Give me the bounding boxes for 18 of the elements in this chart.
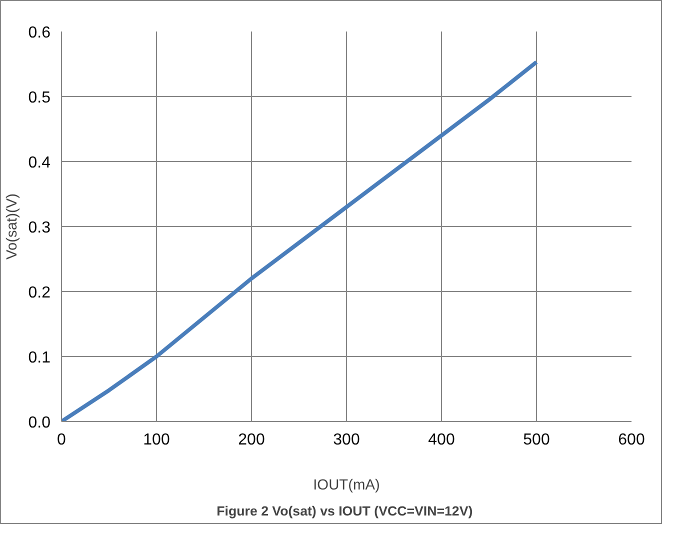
x-axis-title: IOUT(mA) xyxy=(313,478,380,494)
x-tick-label: 0 xyxy=(57,432,66,448)
y-tick-label: 0.1 xyxy=(28,350,51,366)
y-tick-label: 0.4 xyxy=(28,154,51,172)
x-tick-label: 600 xyxy=(618,432,645,448)
x-tick-label: 200 xyxy=(238,432,265,448)
x-tick-label: 300 xyxy=(333,432,360,448)
text: Figure 2 Vo(sat) vs IOUT (VCC=VIN=12V) xyxy=(216,504,473,518)
y-tick-label: 0.3 xyxy=(28,220,51,236)
x-tick-label: 100 xyxy=(143,432,170,448)
line-series xyxy=(62,60,538,422)
y-tick-label: 0.2 xyxy=(28,284,51,302)
x-tick-label: 500 xyxy=(523,432,550,448)
y-axis-title: Vo(sat)(V) xyxy=(4,194,20,260)
y-tick-label: 0.5 xyxy=(28,90,51,106)
y-tick-label: 0.0 xyxy=(28,414,51,432)
x-tick-label: 400 xyxy=(428,432,455,448)
y-tick-label: 0.6 xyxy=(28,24,51,42)
